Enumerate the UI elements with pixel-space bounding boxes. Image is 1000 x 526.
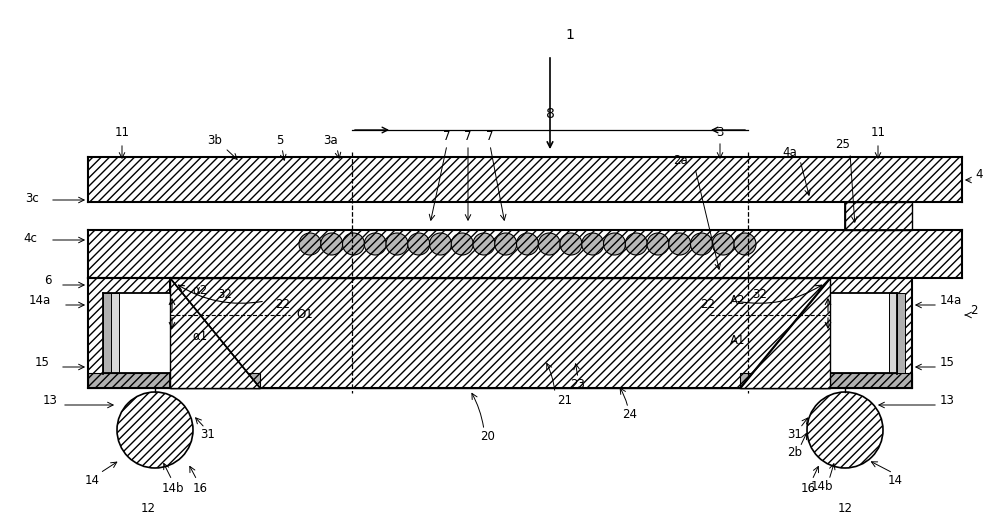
- Circle shape: [117, 392, 193, 468]
- Text: 11: 11: [114, 126, 130, 139]
- Text: 31: 31: [788, 429, 802, 441]
- Text: 11: 11: [870, 126, 886, 139]
- Circle shape: [430, 233, 452, 255]
- Text: α2: α2: [192, 285, 207, 298]
- Text: 6: 6: [44, 274, 52, 287]
- Circle shape: [560, 233, 582, 255]
- Text: 14: 14: [888, 473, 902, 487]
- Text: 32: 32: [753, 288, 767, 301]
- Text: 2b: 2b: [788, 447, 802, 460]
- Bar: [830, 293, 897, 373]
- Bar: [748, 202, 962, 230]
- Circle shape: [625, 233, 647, 255]
- Text: 31: 31: [201, 429, 215, 441]
- Circle shape: [408, 233, 430, 255]
- Circle shape: [495, 233, 517, 255]
- Circle shape: [386, 233, 408, 255]
- Polygon shape: [170, 278, 260, 388]
- Text: 22: 22: [700, 298, 715, 311]
- Text: 32: 32: [218, 288, 232, 301]
- Text: 14b: 14b: [811, 480, 833, 493]
- Text: 3b: 3b: [208, 134, 222, 147]
- Text: 12: 12: [140, 501, 156, 514]
- Text: 4a: 4a: [783, 146, 797, 158]
- Text: 12: 12: [838, 501, 852, 514]
- Circle shape: [538, 233, 560, 255]
- Circle shape: [734, 233, 756, 255]
- Circle shape: [321, 233, 343, 255]
- Circle shape: [647, 233, 669, 255]
- Text: 15: 15: [35, 356, 49, 369]
- Text: 3c: 3c: [25, 191, 39, 205]
- Bar: [88, 373, 260, 388]
- Circle shape: [342, 233, 364, 255]
- Circle shape: [690, 233, 712, 255]
- Circle shape: [516, 233, 538, 255]
- Text: 21: 21: [558, 393, 572, 407]
- Circle shape: [669, 233, 691, 255]
- Bar: [845, 202, 912, 230]
- Text: 20: 20: [481, 430, 495, 443]
- Text: O1: O1: [297, 309, 313, 321]
- Text: A2: A2: [730, 294, 746, 307]
- Text: 2: 2: [970, 304, 978, 317]
- Text: α1: α1: [192, 330, 207, 343]
- Text: 1: 1: [566, 28, 574, 42]
- Text: 3a: 3a: [323, 134, 337, 147]
- Text: 14a: 14a: [29, 294, 51, 307]
- Bar: [88, 230, 962, 278]
- Text: 13: 13: [940, 393, 955, 407]
- Text: 4: 4: [975, 168, 982, 181]
- Text: 14b: 14b: [162, 481, 184, 494]
- Circle shape: [712, 233, 734, 255]
- Text: 3: 3: [716, 126, 724, 139]
- Polygon shape: [740, 278, 830, 388]
- Text: 14: 14: [84, 473, 100, 487]
- Text: A1: A1: [730, 333, 746, 347]
- Circle shape: [364, 233, 386, 255]
- Bar: [889, 293, 897, 373]
- Bar: [170, 278, 830, 388]
- Bar: [88, 202, 352, 230]
- Text: 8: 8: [546, 107, 554, 121]
- Circle shape: [473, 233, 495, 255]
- Text: 13: 13: [43, 393, 57, 407]
- Text: 14a: 14a: [940, 294, 962, 307]
- Bar: [103, 293, 111, 373]
- Bar: [111, 293, 119, 373]
- Text: 25: 25: [836, 138, 850, 151]
- Text: 15: 15: [940, 356, 955, 369]
- Text: 2a: 2a: [673, 154, 687, 167]
- Bar: [845, 202, 912, 230]
- Text: 16: 16: [800, 481, 816, 494]
- Text: 5: 5: [276, 134, 284, 147]
- Circle shape: [807, 392, 883, 468]
- Bar: [830, 278, 912, 388]
- Circle shape: [299, 233, 321, 255]
- Text: 24: 24: [622, 409, 638, 421]
- Bar: [88, 278, 170, 388]
- Bar: [103, 293, 170, 373]
- Text: 22: 22: [275, 298, 290, 311]
- Bar: [897, 293, 905, 373]
- Circle shape: [582, 233, 604, 255]
- Text: 4c: 4c: [23, 231, 37, 245]
- Text: 7: 7: [443, 130, 451, 144]
- Text: 16: 16: [192, 481, 208, 494]
- Bar: [88, 157, 962, 202]
- Text: 7: 7: [464, 130, 472, 144]
- Circle shape: [604, 233, 626, 255]
- Text: 23: 23: [571, 379, 585, 391]
- Bar: [740, 373, 912, 388]
- Text: 7: 7: [486, 130, 494, 144]
- Circle shape: [451, 233, 473, 255]
